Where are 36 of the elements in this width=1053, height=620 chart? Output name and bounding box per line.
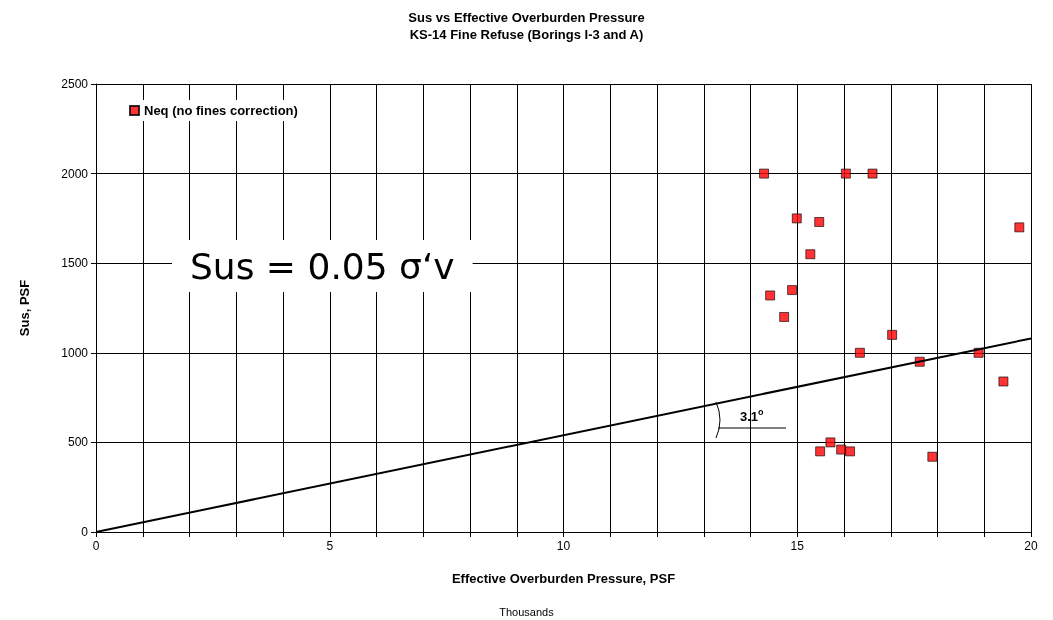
x-tick-label: 5 [326, 539, 334, 553]
x-tick-label: 10 [556, 539, 571, 553]
point [998, 376, 1009, 387]
chart-title: Sus vs Effective Overburden Pressure [408, 10, 645, 25]
point [825, 437, 836, 448]
point [765, 290, 776, 301]
y-tick-label: 500 [67, 435, 89, 450]
x-axis-title: Effective Overburden Pressure, PSF [451, 571, 676, 586]
y-tick-label: 0 [81, 525, 89, 539]
point [887, 329, 898, 340]
point [787, 285, 798, 295]
point [779, 312, 790, 322]
point [855, 347, 865, 358]
point [791, 213, 802, 224]
y-tick-label: 2500 [61, 77, 89, 91]
point [815, 446, 826, 457]
point [845, 446, 855, 457]
y-axis-title: Sus, PSF [17, 279, 32, 337]
point [867, 168, 878, 179]
point [805, 249, 816, 260]
y-tick-label: 1500 [61, 256, 89, 271]
point [814, 217, 825, 227]
point [759, 168, 769, 179]
y-tick-label: 1000 [61, 345, 89, 360]
chart-subtitle: KS-14 Fine Refuse (Borings I-3 and A) [409, 27, 644, 42]
x-tick-label: 15 [790, 539, 805, 553]
point [840, 168, 851, 179]
point [836, 444, 847, 455]
point [1014, 222, 1025, 233]
legend-label: Neq (no fines correction) [144, 103, 298, 118]
x-tick-label: 0 [92, 539, 100, 553]
y-tick-label: 2000 [61, 166, 89, 181]
annotation: Sus = 0.05 σ‘v [190, 245, 455, 287]
x-tick-label: 20 [1024, 539, 1038, 553]
text: Thousands [499, 605, 555, 618]
point [927, 451, 938, 462]
